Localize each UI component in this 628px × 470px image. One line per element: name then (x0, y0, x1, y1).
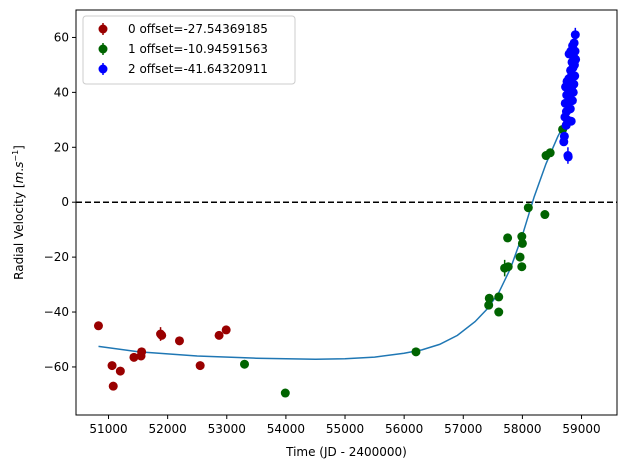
data-point (240, 359, 250, 369)
data-point (567, 96, 577, 106)
y-tick-label: 0 (61, 195, 69, 209)
series-1 (240, 124, 568, 398)
x-tick-label: 54000 (267, 422, 305, 436)
data-point (174, 336, 184, 346)
data-point (563, 152, 573, 162)
data-points (93, 27, 581, 398)
legend-label: 1 offset=-10.94591563 (128, 42, 268, 56)
data-point (494, 307, 504, 317)
data-point (523, 203, 533, 213)
series-2 (559, 27, 581, 164)
data-point (545, 148, 555, 158)
legend: 0 offset=-27.54369185 1 offset=-10.945915… (82, 15, 296, 85)
fit-curve-line (98, 119, 568, 361)
x-axis-ticks: 51000 52000 53000 54000 55000 56000 57000 58000… (89, 415, 601, 436)
data-point (503, 262, 513, 272)
x-tick-label: 51000 (89, 422, 127, 436)
data-point (195, 361, 205, 371)
data-point (515, 252, 525, 262)
plot-frame (75, 9, 618, 416)
data-point (566, 116, 576, 126)
data-point (517, 232, 527, 242)
y-tick-label: −20 (44, 250, 69, 264)
data-point (569, 79, 579, 89)
data-point (570, 71, 580, 81)
x-axis-label: Time (JD - 2400000) (285, 445, 407, 459)
y-tick-label: −60 (44, 360, 69, 374)
data-point (484, 300, 494, 310)
data-point (540, 210, 550, 220)
legend-box (82, 15, 296, 85)
data-point (571, 54, 581, 64)
data-point (107, 361, 117, 371)
data-point (214, 330, 224, 340)
series-0 (93, 321, 231, 391)
data-point (157, 330, 167, 340)
data-point (108, 381, 118, 391)
y-tick-label: 40 (54, 85, 69, 99)
x-tick-label: 52000 (149, 422, 187, 436)
data-point (570, 46, 580, 56)
data-point (517, 262, 527, 272)
x-tick-label: 53000 (208, 422, 246, 436)
data-point (565, 104, 575, 114)
x-tick-label: 59000 (562, 422, 600, 436)
data-point (411, 347, 421, 357)
data-point (559, 131, 569, 141)
y-tick-label: −40 (44, 305, 69, 319)
data-point (517, 238, 527, 248)
data-point (129, 352, 139, 362)
x-tick-label: 57000 (444, 422, 482, 436)
y-axis-ticks: −60 −40 −20 0 20 40 60 (44, 30, 76, 374)
y-axis-label: Radial Velocity [m.s−1] (11, 145, 26, 280)
data-point (570, 30, 580, 40)
legend-label: 2 offset=-41.64320911 (128, 62, 268, 76)
data-point (484, 293, 494, 303)
data-point (569, 38, 579, 48)
data-point (137, 347, 147, 357)
x-tick-label: 55000 (326, 422, 364, 436)
legend-marker (98, 24, 108, 34)
legend-marker (98, 64, 108, 74)
legend-marker (98, 44, 108, 54)
data-point (494, 292, 504, 302)
y-tick-label: 20 (54, 140, 69, 154)
x-tick-label: 58000 (503, 422, 541, 436)
data-point (221, 325, 231, 335)
data-point (93, 321, 103, 331)
y-tick-label: 60 (54, 30, 69, 44)
x-tick-label: 56000 (385, 422, 423, 436)
data-point (280, 388, 290, 398)
data-point (115, 366, 125, 376)
data-point (568, 87, 578, 97)
data-point (503, 233, 513, 243)
legend-label: 0 offset=-27.54369185 (128, 22, 268, 36)
